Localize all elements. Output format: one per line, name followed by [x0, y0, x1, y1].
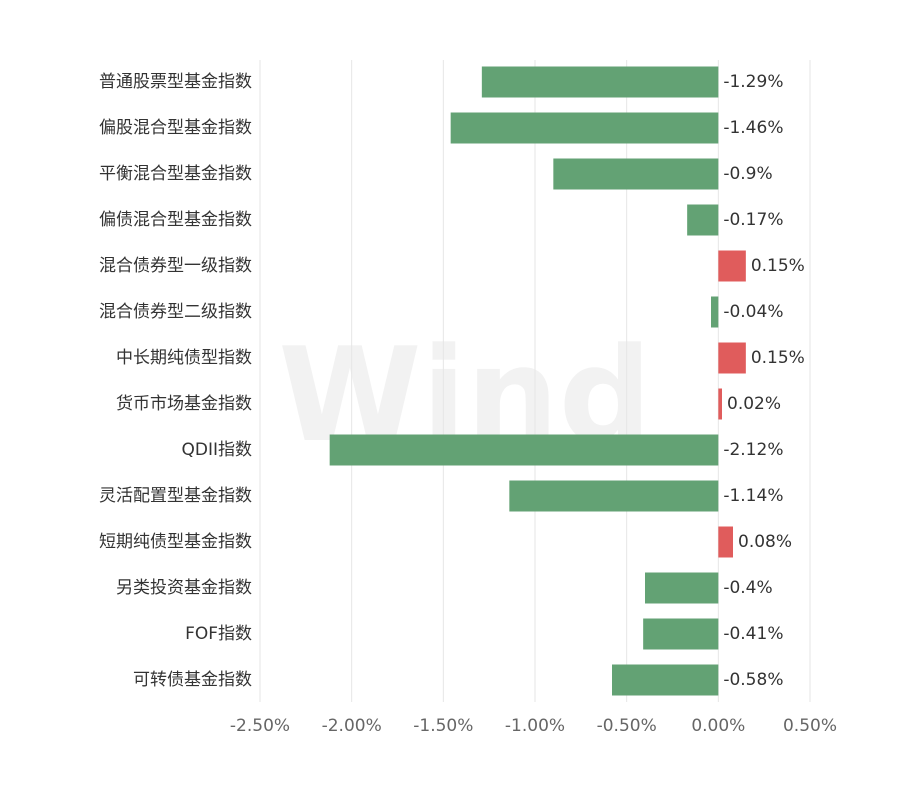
category-label: 混合债券型一级指数 — [99, 256, 252, 276]
x-tick-label: 0.00% — [691, 716, 745, 736]
category-label: 普通股票型基金指数 — [99, 72, 252, 92]
category-labels: 普通股票型基金指数偏股混合型基金指数平衡混合型基金指数偏债混合型基金指数混合债券… — [99, 72, 252, 690]
bar — [481, 66, 719, 98]
bar — [718, 250, 746, 282]
category-label: 偏债混合型基金指数 — [99, 210, 252, 230]
x-tick-label: -1.00% — [505, 716, 565, 736]
category-label: 短期纯债型基金指数 — [99, 532, 252, 552]
category-label: 灵活配置型基金指数 — [99, 486, 252, 506]
category-label: 中长期纯债型指数 — [116, 348, 252, 368]
category-label: 另类投资基金指数 — [116, 578, 252, 598]
value-label: -0.41% — [723, 624, 783, 644]
value-label: -0.58% — [723, 670, 783, 690]
value-label: -0.9% — [723, 164, 772, 184]
value-label: 0.15% — [751, 256, 805, 276]
x-tick-label: -1.50% — [413, 716, 473, 736]
category-label: 货币市场基金指数 — [116, 394, 252, 414]
bars — [329, 66, 746, 696]
bar — [643, 618, 719, 650]
bar — [612, 664, 719, 696]
category-label: FOF指数 — [185, 624, 252, 644]
bar — [718, 526, 733, 558]
category-label: 平衡混合型基金指数 — [99, 164, 252, 184]
bar — [711, 296, 719, 328]
bar — [329, 434, 719, 466]
value-label: 0.15% — [751, 348, 805, 368]
value-label: -0.4% — [723, 578, 772, 598]
category-label: 偏股混合型基金指数 — [99, 118, 252, 138]
category-label: 可转债基金指数 — [133, 670, 252, 690]
value-label: -1.29% — [723, 72, 783, 92]
category-label: 混合债券型二级指数 — [99, 302, 252, 322]
value-label: -0.17% — [723, 210, 783, 230]
value-labels: -1.29% -1.46% -0.9% -0.17% 0.15% -0.04% 0.15% 0… — [723, 72, 805, 690]
value-label: 0.08% — [738, 532, 792, 552]
bar — [718, 342, 746, 374]
x-tick-label: -2.50% — [230, 716, 290, 736]
x-tick-label: 0.50% — [783, 716, 837, 736]
bar — [553, 158, 719, 190]
value-label: -2.12% — [723, 440, 783, 460]
bar — [450, 112, 719, 144]
bar — [645, 572, 719, 604]
bar — [718, 388, 722, 420]
bar — [687, 204, 719, 236]
category-label: QDII指数 — [182, 440, 253, 460]
value-label: -1.46% — [723, 118, 783, 138]
x-axis-ticks: -2.50% -2.00% -1.50% -1.00% -0.50% 0.00% 0.50% — [230, 716, 837, 736]
x-tick-label: -2.00% — [322, 716, 382, 736]
bar — [509, 480, 719, 512]
value-label: 0.02% — [727, 394, 781, 414]
x-tick-label: -0.50% — [597, 716, 657, 736]
value-label: -1.14% — [723, 486, 783, 506]
value-label: -0.04% — [723, 302, 783, 322]
